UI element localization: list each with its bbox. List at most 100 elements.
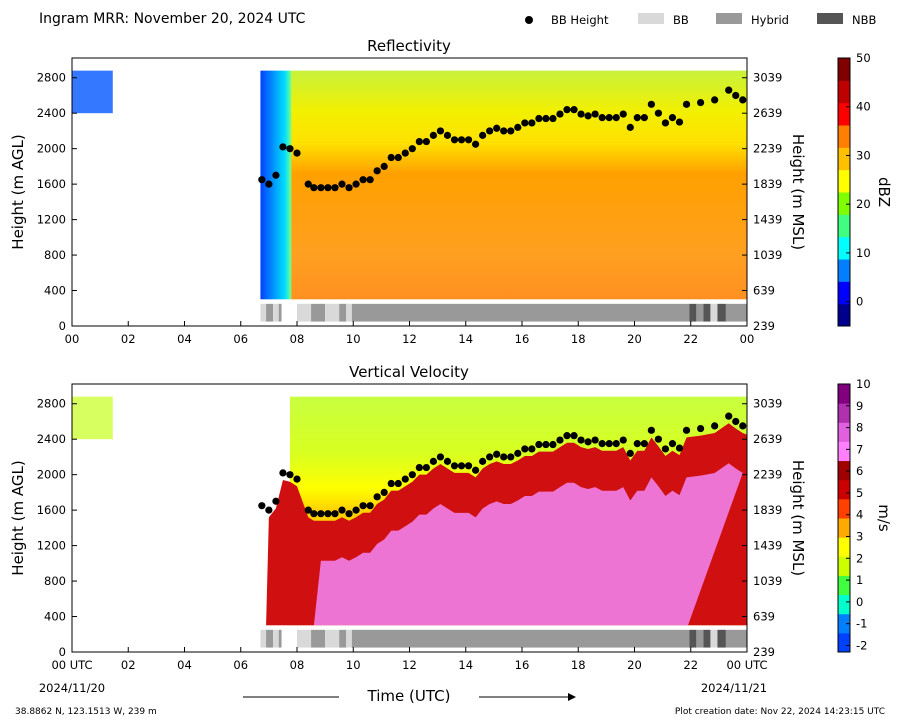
- x-tick-label: 14: [458, 332, 473, 346]
- bb-height-point: [331, 510, 339, 518]
- y2-tick-label: 2239: [753, 142, 782, 156]
- bb-class-segment: [689, 303, 697, 322]
- bb-height-point: [422, 137, 430, 146]
- bb-class-segment: [710, 629, 718, 648]
- bb-height-point: [619, 110, 627, 118]
- bb-height-point: [324, 184, 332, 192]
- bb-height-point: [304, 180, 312, 188]
- bb-height-point: [500, 127, 508, 135]
- bb-height-point: [542, 114, 550, 123]
- y-tick-label: 1600: [37, 503, 66, 517]
- bb-height-point: [380, 488, 388, 496]
- bb-height-point: [394, 479, 402, 488]
- colorbar-swatch: [838, 80, 850, 104]
- bb-class-segment: [273, 629, 279, 648]
- y-tick-label: 400: [44, 610, 66, 624]
- bb-height-point: [479, 131, 487, 139]
- high-velocity-region: [313, 463, 743, 626]
- x-tick-label: 12: [402, 332, 417, 346]
- bb-height-point: [345, 510, 353, 518]
- x-tick-label: 04: [177, 658, 192, 672]
- x-tick-labels: 00 UTC 02 04 06 08 10 12 14 16 18 20 22 00 UTC: [51, 647, 768, 672]
- bb-height-point: [352, 180, 360, 188]
- y2-tick-label: 2639: [753, 106, 782, 120]
- bb-height-point: [739, 422, 747, 430]
- y2-tick-label: 3039: [753, 71, 782, 85]
- colorbar-tick-label: 10: [856, 246, 871, 260]
- bb-height-point: [507, 453, 515, 461]
- bb-height-point: [732, 417, 740, 426]
- colorbar-swatch: [838, 403, 850, 423]
- bb-class-segment: [311, 303, 326, 322]
- legend-box-nbb: [817, 13, 843, 24]
- bb-height-point: [366, 502, 374, 510]
- y-tick-label: 800: [44, 248, 66, 262]
- colorbar-swatch: [838, 518, 850, 538]
- bb-class-segment: [260, 629, 267, 648]
- bb-height-point: [605, 440, 613, 448]
- y-tick-label: 0: [59, 645, 66, 659]
- y2-tick-label: 1839: [753, 503, 782, 517]
- x-tick-label: 00 UTC: [726, 658, 767, 672]
- bb-height-point: [443, 457, 452, 465]
- y-tick-label: 0: [59, 319, 66, 333]
- bb-height-point: [429, 457, 438, 465]
- y2-tick-label: 239: [753, 645, 775, 659]
- x-tick-label: 16: [515, 332, 530, 346]
- bb-height-point: [570, 432, 578, 440]
- colorbar-tick-label: 4: [856, 508, 863, 522]
- bb-height-point: [401, 149, 409, 157]
- bb-height-point: [556, 436, 564, 444]
- y2-tick-label: 3039: [753, 397, 782, 411]
- x-tick-label: 00: [65, 332, 80, 346]
- legend-label-bb-height: BB Height: [551, 13, 609, 27]
- bb-height-point: [286, 145, 294, 153]
- x-tick-label: 22: [683, 332, 698, 346]
- y-tick-label: 1600: [37, 177, 66, 191]
- bb-class-segment: [696, 629, 704, 648]
- bb-height-point: [725, 86, 733, 94]
- bb-height-point: [521, 445, 529, 453]
- bb-height-point: [471, 466, 480, 474]
- colorbar-swatch: [838, 281, 850, 305]
- legend-dot-bb-height: [525, 16, 533, 24]
- bb-class-segment: [260, 303, 267, 322]
- bb-height-point: [640, 114, 648, 122]
- reflectivity-panel: Reflectivity 00 02 04 06 08 10 12 14 16 18 20 22 00 …: [9, 37, 893, 346]
- legend-box-hybrid: [716, 13, 742, 24]
- y-tick-label: 2400: [37, 106, 66, 120]
- bb-height-point: [408, 145, 416, 153]
- colorbar-tick-label: 9: [856, 399, 863, 413]
- bb-height-point: [408, 471, 416, 479]
- y-tick-label: 1200: [37, 539, 66, 553]
- colorbar-swatch: [838, 147, 850, 171]
- bb-height-point: [471, 140, 480, 148]
- y-tick-label: 2800: [37, 397, 66, 411]
- bb-height-point: [359, 502, 367, 510]
- legend-label-bb: BB: [673, 13, 689, 27]
- y-tick-labels: 0 400 800 1200 1600 2000 2400 2800: [37, 71, 77, 333]
- bb-height-point: [373, 167, 381, 175]
- y-tick-label: 2400: [37, 432, 66, 446]
- bb-height-point: [549, 440, 557, 449]
- bb-class-segment: [346, 303, 352, 322]
- colorbar-frame: [837, 383, 851, 653]
- colorbar-tick-label: 6: [856, 464, 863, 478]
- bb-height-point: [352, 506, 360, 514]
- reflectivity-plot-area: [72, 70, 747, 324]
- early-echo: [72, 70, 113, 114]
- y2-tick-label: 1839: [753, 177, 782, 191]
- bb-height-point: [528, 445, 536, 453]
- bb-height-point: [696, 424, 705, 433]
- panel-title: Vertical Velocity: [349, 363, 469, 381]
- bb-height-point: [521, 119, 529, 127]
- x-tick-label: 02: [121, 332, 136, 346]
- colorbar-tick-label: 3: [856, 530, 863, 544]
- y-tick-label: 1200: [37, 213, 66, 227]
- bb-height-point: [457, 462, 466, 470]
- colorbar-tick-label: -1: [856, 617, 867, 631]
- y2-tick-label: 2239: [753, 468, 782, 482]
- bb-class-segment: [278, 629, 282, 648]
- x-tick-label: 18: [571, 658, 586, 672]
- colorbar-tick-label: 8: [856, 421, 863, 435]
